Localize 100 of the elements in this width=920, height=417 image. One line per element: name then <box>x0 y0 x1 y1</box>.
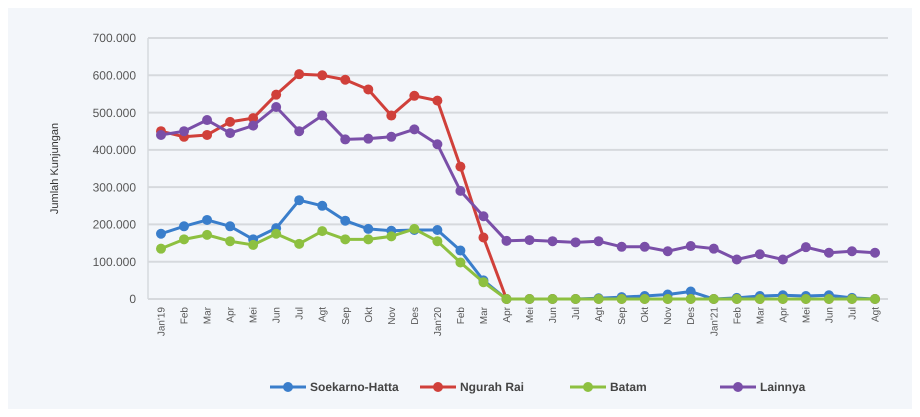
point <box>225 128 236 138</box>
point <box>363 224 374 234</box>
point <box>686 241 696 252</box>
legend-label: Batam <box>610 380 647 394</box>
point <box>317 70 328 80</box>
point <box>271 102 282 112</box>
point <box>271 90 282 100</box>
x-tick-label: Apr <box>226 306 237 323</box>
point <box>363 84 374 94</box>
point <box>317 110 328 121</box>
point <box>340 234 350 244</box>
point <box>409 90 420 101</box>
point <box>386 132 396 142</box>
x-tick-label: Jul <box>847 307 858 320</box>
point <box>432 139 442 150</box>
point <box>524 235 535 246</box>
point <box>317 200 328 211</box>
point <box>179 126 190 136</box>
point <box>432 96 442 106</box>
legend-label: Ngurah Rai <box>460 380 524 394</box>
point <box>455 162 466 172</box>
point <box>340 216 350 226</box>
point <box>386 110 396 121</box>
point <box>455 246 466 256</box>
point <box>432 236 442 246</box>
x-tick-label: Mei <box>248 307 260 324</box>
x-tick-label: Mar <box>755 306 766 324</box>
point <box>156 244 166 254</box>
x-tick-label: Mei <box>801 307 812 324</box>
legend-label: Soekarno-Hatta <box>310 380 400 394</box>
y-tick-label: 100.000 <box>92 254 136 269</box>
point <box>225 221 236 232</box>
x-tick-label: Agt <box>870 306 882 322</box>
point <box>409 124 420 134</box>
point <box>179 221 190 232</box>
x-tick-label: Jul <box>294 307 306 320</box>
point <box>616 242 627 252</box>
point <box>202 214 212 225</box>
point <box>824 248 834 258</box>
point <box>248 120 258 131</box>
y-tick-label: 400.000 <box>92 143 136 158</box>
y-axis-title: Jumlah Kunjungan <box>49 122 61 214</box>
point <box>570 237 581 248</box>
x-tick-label: Jun <box>272 307 283 324</box>
point <box>594 236 604 246</box>
x-tick-label: Agt <box>594 306 606 322</box>
x-tick-label: Des <box>410 307 421 325</box>
point <box>156 228 166 239</box>
point <box>455 186 466 196</box>
point <box>271 228 282 239</box>
point <box>846 246 857 256</box>
x-tick-label: Agt <box>318 306 329 322</box>
point <box>708 244 719 254</box>
x-tick-label: Nov <box>663 307 674 325</box>
x-tick-label: Okt <box>640 306 652 323</box>
x-tick-label: Mar <box>478 306 490 324</box>
x-tick-label: Okt <box>364 306 375 323</box>
y-tick-label: 200.000 <box>92 218 136 232</box>
y-tick-label: 700.000 <box>92 31 136 46</box>
point <box>455 257 466 268</box>
point <box>478 232 488 242</box>
point <box>363 234 374 244</box>
point <box>294 126 304 136</box>
point <box>870 248 880 258</box>
point <box>432 225 442 236</box>
x-tick-label: Jan'19 <box>156 306 168 336</box>
point <box>800 242 811 252</box>
point <box>478 211 488 222</box>
point <box>202 115 212 126</box>
x-tick-label: Mei <box>525 307 536 324</box>
point <box>363 134 374 144</box>
x-tick-label: Nov <box>386 307 398 325</box>
point <box>732 254 742 264</box>
x-tick-label: Jul <box>571 307 582 320</box>
point <box>317 226 328 236</box>
point <box>640 242 650 252</box>
point <box>179 234 190 244</box>
legend-label: Lainnya <box>760 380 806 394</box>
y-tick-label: 500.000 <box>92 106 136 120</box>
x-tick-label: Apr <box>502 306 513 323</box>
y-tick-label: 600.000 <box>92 68 136 82</box>
x-tick-label: Sep <box>617 306 628 325</box>
point <box>548 236 558 246</box>
x-tick-label: Feb <box>180 306 191 324</box>
point <box>340 74 350 85</box>
x-tick-label: Jan'20 <box>432 306 444 336</box>
x-tick-label: Des <box>686 307 698 325</box>
y-tick-label: 300.000 <box>92 180 136 194</box>
point <box>294 238 304 249</box>
point <box>202 130 212 140</box>
x-tick-label: Jun <box>548 307 560 324</box>
x-tick-label: Jan'21 <box>709 306 720 336</box>
x-tick-label: Feb <box>732 306 744 324</box>
point <box>156 130 166 140</box>
point <box>202 230 212 240</box>
point <box>294 195 304 206</box>
point <box>225 236 236 246</box>
point <box>662 246 673 256</box>
x-tick-label: Apr <box>778 306 790 323</box>
point <box>754 249 765 260</box>
